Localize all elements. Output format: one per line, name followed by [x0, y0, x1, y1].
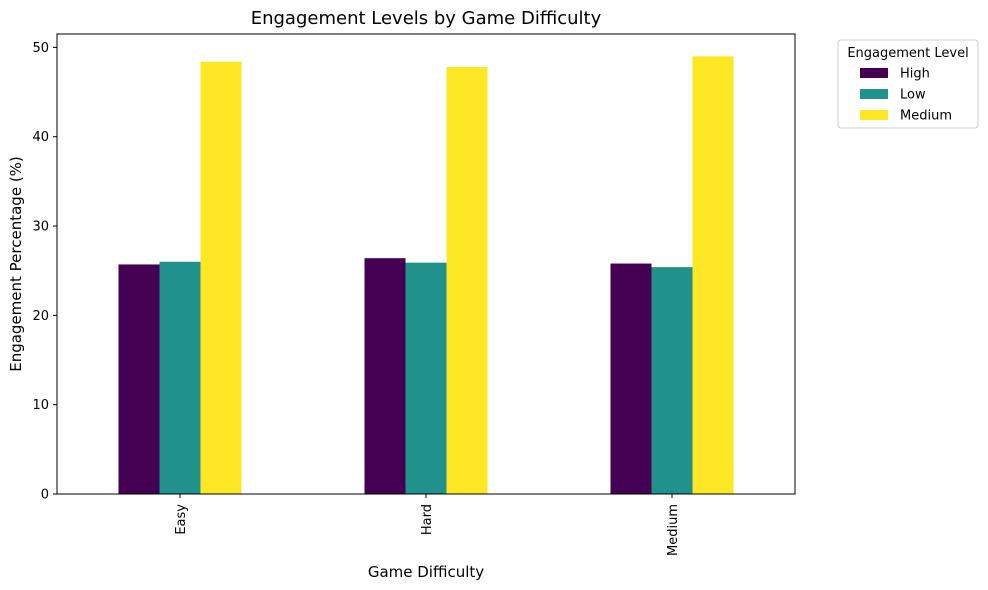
x-tick-label: Medium — [666, 504, 681, 556]
legend-frame — [837, 39, 979, 129]
legend-swatch-medium — [860, 110, 888, 120]
y-tick-label: 10 — [32, 398, 49, 413]
x-tick-label: Easy — [174, 504, 189, 535]
bar-high-medium — [610, 263, 652, 494]
y-tick-label: 0 — [41, 488, 49, 503]
legend-label-medium: Medium — [900, 109, 952, 124]
bar-medium-easy — [200, 61, 242, 494]
legend-title: Engagement Level — [847, 46, 968, 61]
bar-high-hard — [364, 258, 406, 494]
legend-label-low: Low — [900, 88, 926, 103]
legend-swatch-low — [860, 89, 888, 99]
legend: Engagement Level High Low Medium — [837, 39, 979, 129]
y-axis-title: Engagement Percentage (%) — [7, 156, 25, 372]
chart-title: Engagement Levels by Game Difficulty — [251, 8, 602, 29]
bar-low-medium — [651, 267, 693, 494]
bar-medium-medium — [692, 56, 734, 494]
y-tick-label: 30 — [32, 220, 49, 235]
y-tick-label: 20 — [32, 309, 49, 324]
bar-medium-hard — [446, 67, 488, 495]
x-tick-label: Hard — [420, 504, 435, 535]
y-tick-label: 50 — [32, 41, 49, 56]
x-axis-title: Game Difficulty — [368, 563, 484, 581]
bar-high-easy — [118, 264, 160, 494]
bar-low-easy — [159, 261, 201, 494]
legend-swatch-high — [860, 68, 888, 78]
y-tick-label: 40 — [32, 130, 49, 145]
bar-low-hard — [405, 262, 447, 494]
plot-area: 0 10 20 30 40 50 Easy Hard Medium — [32, 33, 796, 556]
legend-label-high: High — [900, 67, 930, 82]
